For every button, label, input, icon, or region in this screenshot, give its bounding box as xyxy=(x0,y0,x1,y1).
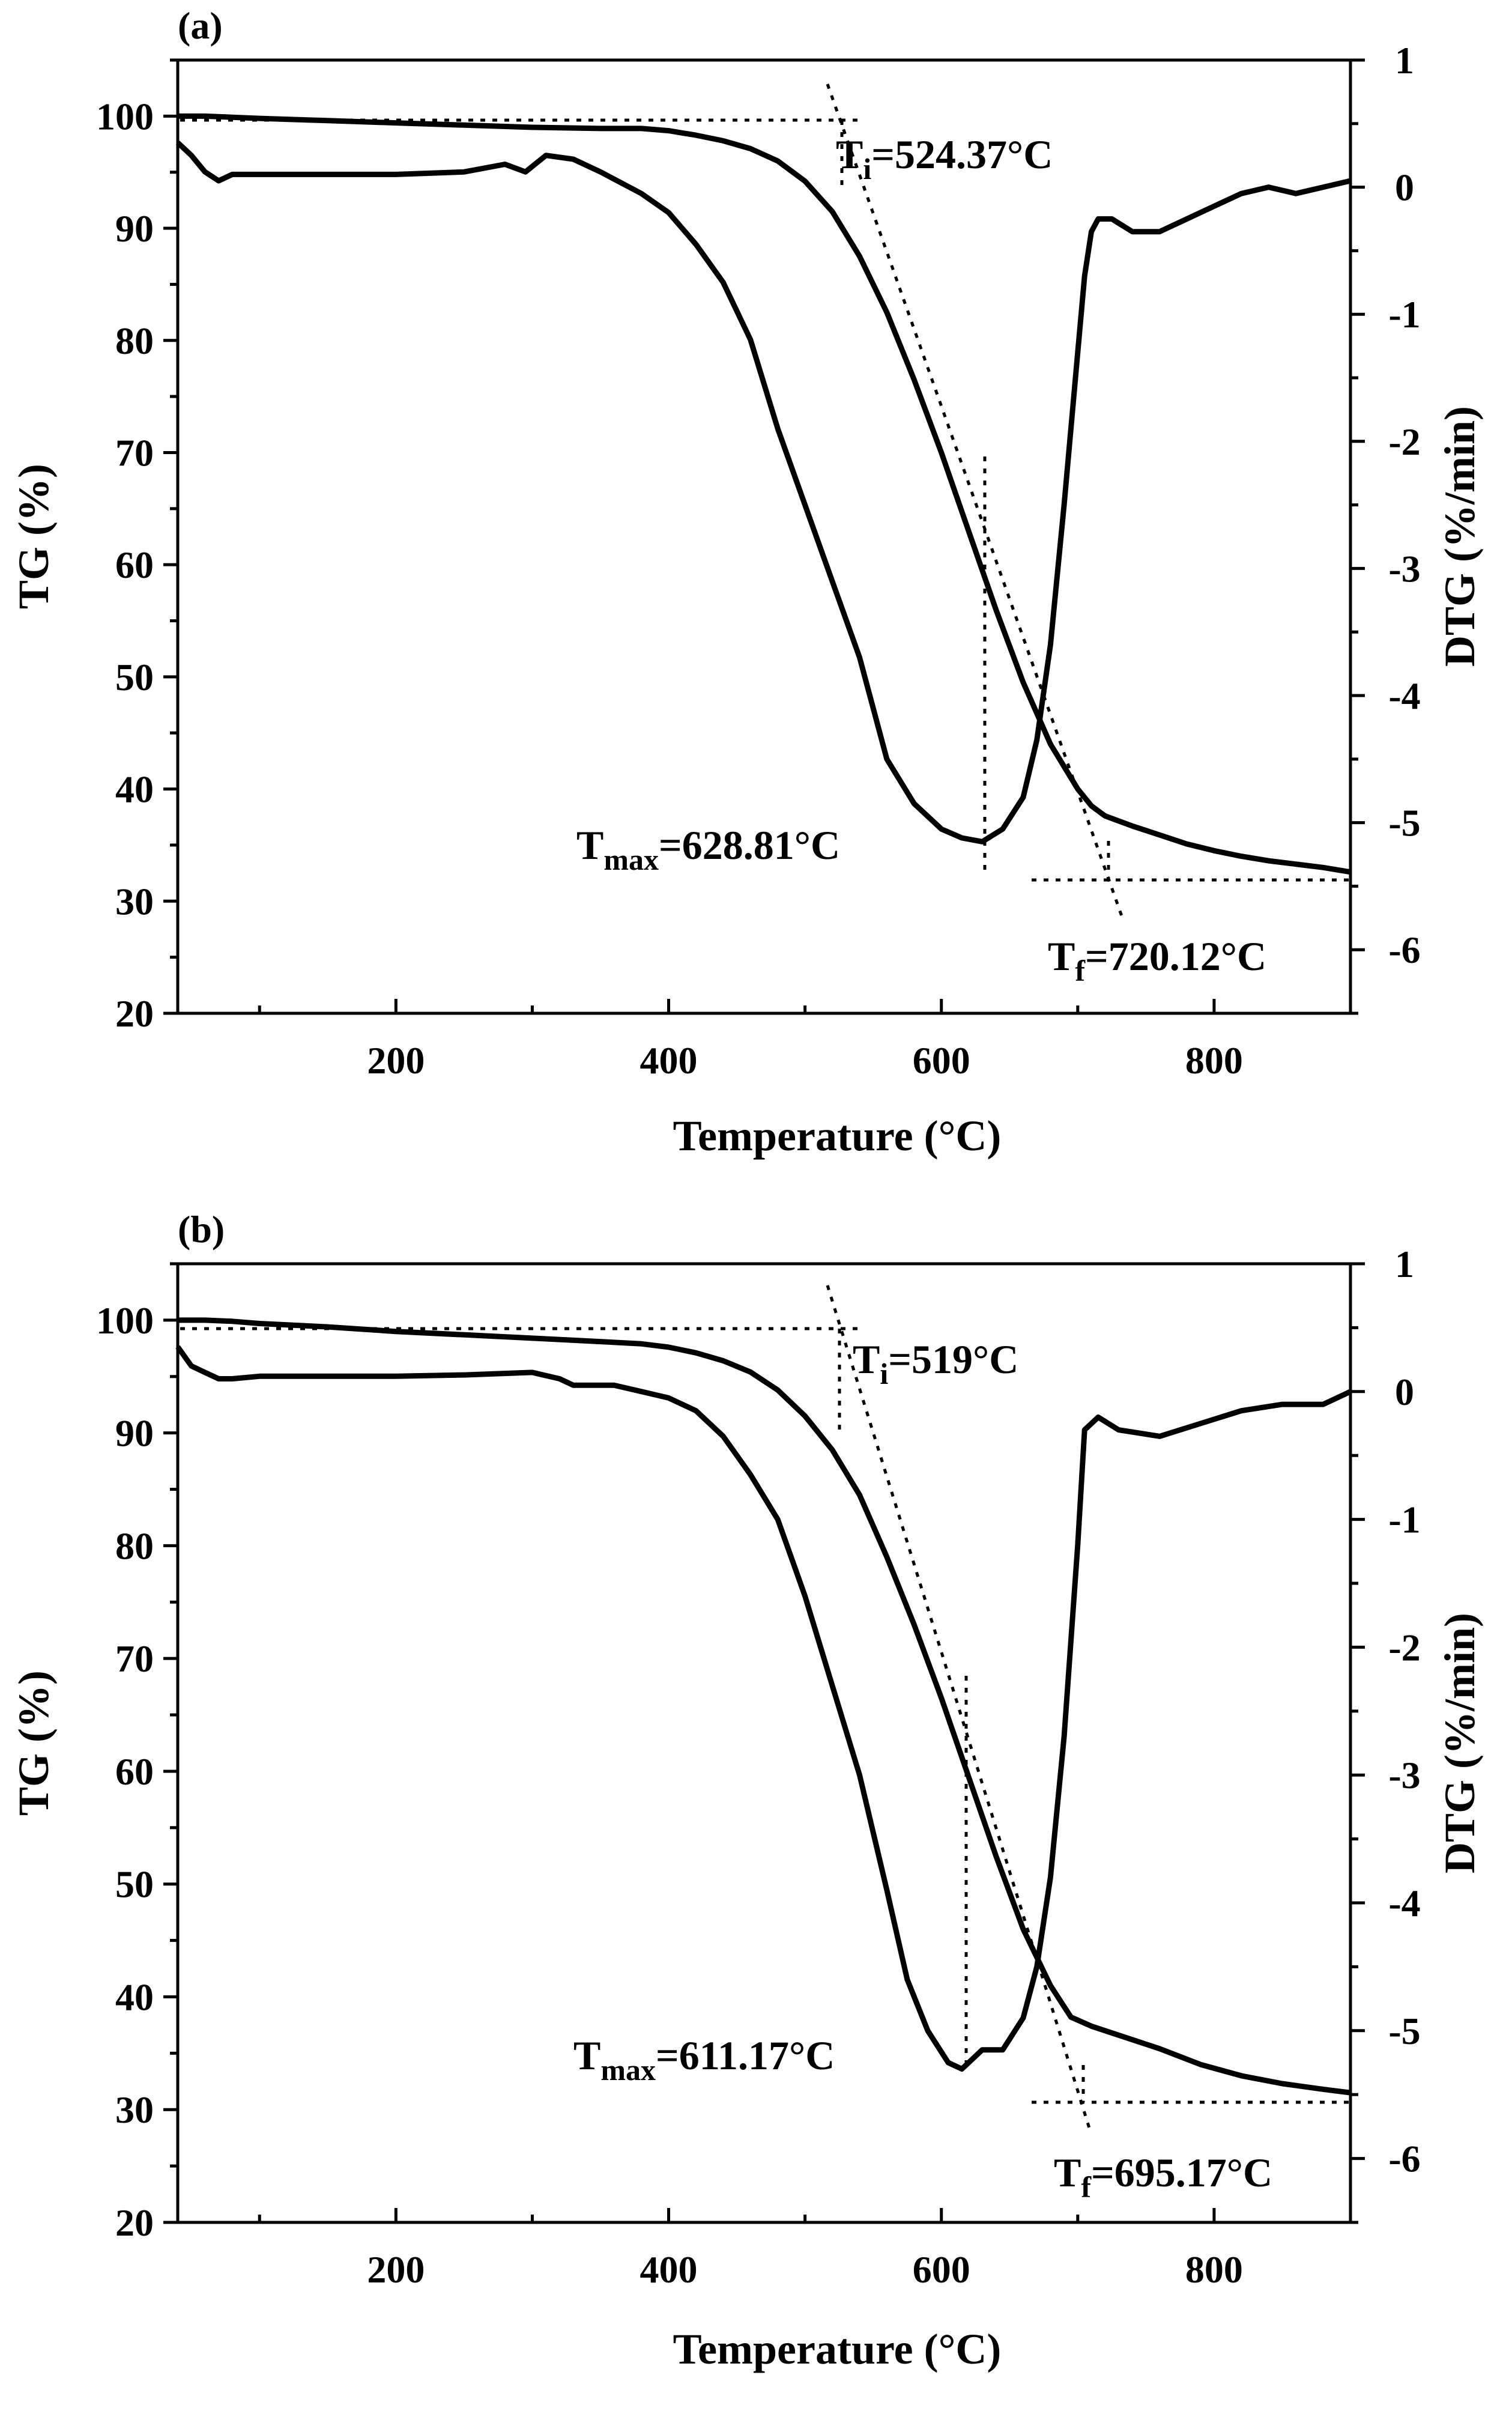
x-axis-label: Temperature (°C) xyxy=(673,1112,1002,1160)
panel-label: (b) xyxy=(178,1208,225,1251)
y-tick-label: 100 xyxy=(96,95,154,138)
ti-annotation: Ti=519°C xyxy=(853,1336,1018,1390)
y2-tick-label: -2 xyxy=(1388,420,1420,463)
y2-tick-label: -4 xyxy=(1388,675,1420,717)
y2-tick-label: 0 xyxy=(1395,166,1414,209)
y2-tick-label: -1 xyxy=(1388,1499,1420,1541)
y2-tick-label: -2 xyxy=(1388,1626,1420,1669)
x-tick-label: 400 xyxy=(640,1039,698,1082)
y2-tick-label: -6 xyxy=(1388,929,1420,971)
y-tick-label: 70 xyxy=(115,431,154,474)
y-tick-label: 30 xyxy=(115,2088,154,2131)
panel-b: (b) 200 400 600 800 20 30 40 50 60 70 80 90 100 1 0 -… xyxy=(10,1208,1484,2373)
y-axis-label: TG (%) xyxy=(10,1670,58,1816)
guide-lines xyxy=(180,1285,1350,2130)
x-tick-label: 200 xyxy=(367,1039,425,1082)
y2-axis-ticks: 1 0 -1 -2 -3 -4 -5 -6 xyxy=(1350,1243,1421,2224)
tf-annotation: Tf=720.12°C xyxy=(1048,933,1266,987)
y2-tick-label: -1 xyxy=(1388,293,1420,336)
y-tick-label: 90 xyxy=(115,1412,154,1455)
tangent-guide xyxy=(826,1285,1092,2130)
panel-a: (a) 200 400 600 800 20 30 40 50 60 70 80 90 100 1 0 -… xyxy=(10,4,1484,1160)
y2-tick-label: -6 xyxy=(1388,2138,1420,2180)
y2-tick-label: 1 xyxy=(1395,39,1414,82)
y-tick-label: 20 xyxy=(115,992,154,1035)
y2-tick-label: 0 xyxy=(1395,1371,1414,1413)
y-tick-label: 30 xyxy=(115,880,154,923)
plot-frame xyxy=(176,58,1352,1015)
y-tick-label: 20 xyxy=(115,2201,154,2244)
y2-axis-label: DTG (%/min) xyxy=(1436,406,1484,667)
x-tick-label: 600 xyxy=(913,1039,970,1082)
y2-tick-label: -3 xyxy=(1388,1754,1420,1797)
guide-lines xyxy=(180,83,1350,917)
y-tick-label: 90 xyxy=(115,207,154,250)
y-tick-label: 70 xyxy=(115,1637,154,1680)
y2-axis-ticks: 1 0 -1 -2 -3 -4 -5 -6 xyxy=(1350,39,1421,1015)
y-tick-label: 80 xyxy=(115,320,154,362)
panel-label: (a) xyxy=(178,4,223,47)
y-tick-label: 40 xyxy=(115,768,154,811)
x-tick-label: 200 xyxy=(367,2248,425,2291)
x-tick-label: 600 xyxy=(913,2248,970,2291)
dtg-curve xyxy=(175,1345,1352,2072)
y-tick-label: 50 xyxy=(115,1863,154,1906)
y-tick-label: 50 xyxy=(115,656,154,699)
x-axis-label: Temperature (°C) xyxy=(673,2325,1002,2373)
y2-tick-label: -4 xyxy=(1388,1882,1420,1924)
y2-tick-label: -5 xyxy=(1388,2010,1420,2052)
y-tick-label: 60 xyxy=(115,544,154,586)
y-axis-ticks: 20 30 40 50 60 70 80 90 100 xyxy=(96,58,178,1035)
x-axis-ticks: 200 400 600 800 xyxy=(258,999,1352,1082)
tg-curve xyxy=(178,113,1351,875)
dtg-curve xyxy=(175,141,1352,845)
x-tick-label: 400 xyxy=(640,2248,698,2291)
y2-axis-label: DTG (%/min) xyxy=(1436,1613,1484,1873)
y-tick-label: 100 xyxy=(96,1299,154,1342)
tf-annotation: Tf=695.17°C xyxy=(1054,2150,1272,2204)
tmax-annotation: Tmax=611.17°C xyxy=(573,2033,835,2087)
tmax-annotation: Tmax=628.81°C xyxy=(576,822,840,876)
ti-annotation: Ti=524.37°C xyxy=(836,132,1053,186)
y-tick-label: 80 xyxy=(115,1524,154,1567)
y2-tick-label: -5 xyxy=(1388,802,1420,845)
x-axis-ticks: 200 400 600 800 xyxy=(258,2208,1352,2291)
y2-tick-label: -3 xyxy=(1388,547,1420,590)
y-axis-ticks: 20 30 40 50 60 70 80 90 100 xyxy=(96,1262,178,2244)
y-tick-label: 40 xyxy=(115,1976,154,2018)
plot-frame xyxy=(176,1262,1352,2224)
x-tick-label: 800 xyxy=(1185,2248,1243,2291)
tg-curve xyxy=(178,1317,1351,2096)
x-tick-label: 800 xyxy=(1185,1039,1243,1082)
y2-tick-label: 1 xyxy=(1395,1243,1414,1285)
y-tick-label: 60 xyxy=(115,1750,154,1793)
y-axis-label: TG (%) xyxy=(10,464,58,609)
